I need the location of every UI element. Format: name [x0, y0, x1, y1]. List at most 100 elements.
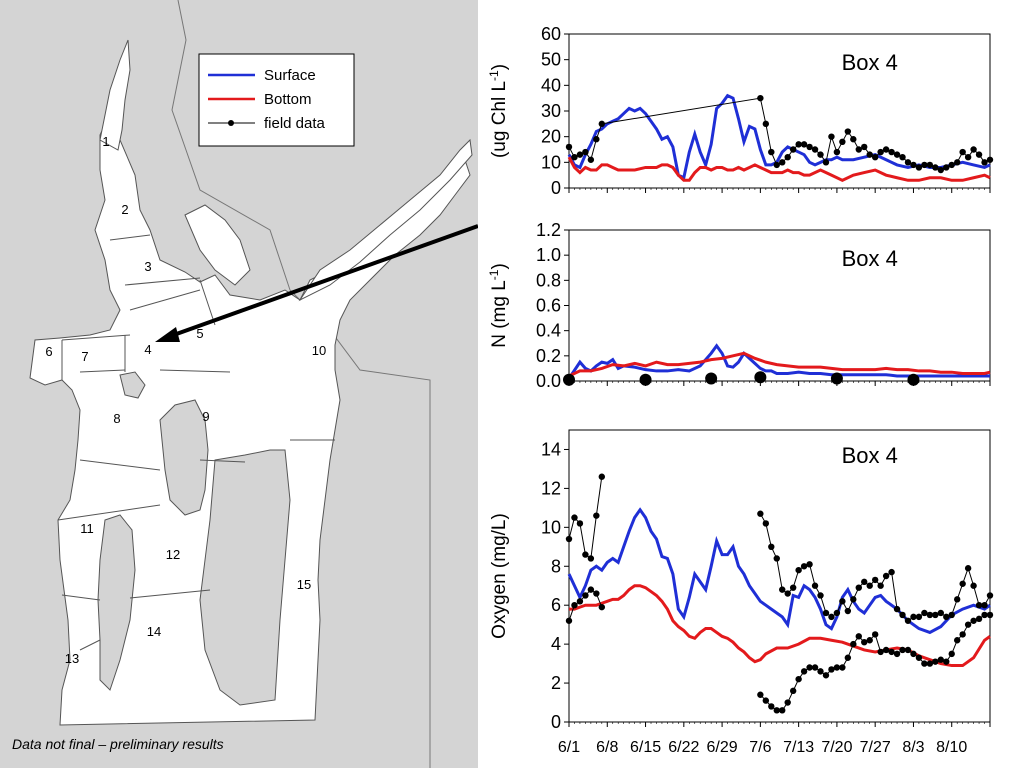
series-line	[759, 614, 990, 711]
charts-panel: 0 10 20 30 40 50 60 Box 4 (ug Chl L-1) 0.0 0.2 0.4 0…	[478, 0, 1024, 768]
data-point	[964, 154, 972, 161]
data-point	[773, 707, 780, 714]
series-bottom	[568, 351, 991, 378]
data-point	[768, 543, 775, 550]
data-point	[784, 590, 791, 597]
data-point	[789, 584, 797, 591]
data-point	[598, 473, 606, 480]
data-point	[964, 621, 972, 628]
data-point	[910, 613, 917, 621]
chart-2: 0.0 0.2 0.4 0.6 0.8 1.0 1.2 Box 4 N (mg L-1)	[487, 220, 991, 391]
data-point	[921, 609, 928, 617]
data-point	[705, 372, 718, 385]
data-point	[844, 654, 852, 661]
data-point	[981, 602, 988, 609]
data-point	[943, 164, 950, 171]
box-label-13: 13	[65, 651, 79, 666]
box-boundaries	[57, 234, 335, 651]
data-point	[593, 136, 600, 143]
data-point	[582, 148, 589, 156]
data-point	[784, 154, 791, 161]
data-point	[565, 617, 573, 624]
y-tick-label: 10	[541, 152, 561, 172]
data-point	[926, 611, 934, 619]
data-point	[871, 631, 879, 638]
data-point	[975, 151, 983, 158]
data-point	[839, 664, 846, 671]
series-line	[567, 156, 991, 182]
data-point	[943, 658, 950, 665]
data-point	[795, 566, 802, 574]
data-point	[921, 660, 928, 667]
data-point	[899, 611, 906, 619]
box-label-10: 10	[312, 343, 326, 358]
series-surface	[567, 93, 991, 180]
box-label-9: 9	[202, 409, 209, 424]
data-point	[888, 648, 895, 656]
data-point	[882, 572, 890, 580]
data-point	[822, 159, 830, 166]
data-point	[888, 568, 895, 576]
y-tick-label: 10	[541, 517, 561, 537]
data-point	[861, 638, 868, 646]
data-point	[877, 148, 884, 156]
data-point	[937, 656, 944, 663]
data-point	[582, 592, 589, 599]
x-tick-label: 6/8	[596, 739, 618, 756]
box-label-4: 4	[144, 342, 151, 357]
data-point	[959, 580, 966, 587]
box-label-8: 8	[113, 411, 120, 426]
box-label-group: 1 2 3 4 5 6 7 8 9 10 11 12 13 14 15	[45, 134, 326, 666]
data-point	[910, 650, 917, 658]
data-point	[762, 120, 770, 128]
data-point	[576, 598, 584, 605]
data-point	[986, 611, 994, 619]
y-tick-label: 60	[541, 24, 561, 44]
data-point	[948, 161, 955, 169]
data-point	[866, 637, 873, 644]
y-tick-label: 12	[541, 478, 561, 498]
state-boundary	[171, 0, 431, 768]
prudence-island	[159, 399, 209, 516]
chart-title: Box 4	[842, 246, 898, 271]
series-line	[759, 513, 991, 622]
data-point	[828, 666, 835, 673]
data-point	[768, 148, 775, 156]
data-point	[587, 586, 595, 593]
data-point	[789, 146, 797, 153]
data-point	[795, 141, 802, 148]
series-line	[569, 584, 991, 668]
data-point	[932, 164, 939, 171]
box-label-2: 2	[121, 202, 128, 217]
legend-label-surface: Surface	[264, 67, 316, 84]
data-point	[932, 611, 939, 619]
chart-title: Box 4	[842, 50, 898, 75]
narragansett-bay-map: 1 2 3 4 5 6 7 8 9 10 11 12 13 14 15 Surf…	[0, 0, 478, 768]
x-tick-label: 6/15	[630, 739, 661, 756]
box-label-1: 1	[102, 134, 109, 149]
y-tick-label: 0.6	[536, 296, 561, 316]
data-point	[850, 136, 857, 143]
y-axis-label: Oxygen (mg/L)	[489, 513, 510, 639]
data-point	[926, 161, 934, 169]
data-point	[844, 607, 852, 615]
series-field-data-surface-	[565, 473, 994, 624]
box-label-15: 15	[297, 577, 311, 592]
legend-label-bottom: Bottom	[264, 91, 312, 108]
legend: Surface Bottom field data	[198, 53, 355, 147]
series-line	[567, 507, 991, 635]
data-point	[806, 561, 813, 568]
data-point	[779, 159, 786, 166]
y-tick-label: 0	[551, 712, 561, 732]
data-point	[576, 520, 584, 527]
data-point	[800, 141, 808, 148]
data-point	[768, 703, 775, 710]
data-point	[565, 143, 573, 151]
data-point	[817, 592, 824, 599]
data-point	[986, 156, 994, 163]
pointer-arrow-line	[167, 224, 478, 339]
y-tick-label: 50	[541, 50, 561, 70]
data-point	[850, 640, 857, 648]
series-field-data	[563, 371, 920, 386]
box-label-12: 12	[166, 547, 180, 562]
